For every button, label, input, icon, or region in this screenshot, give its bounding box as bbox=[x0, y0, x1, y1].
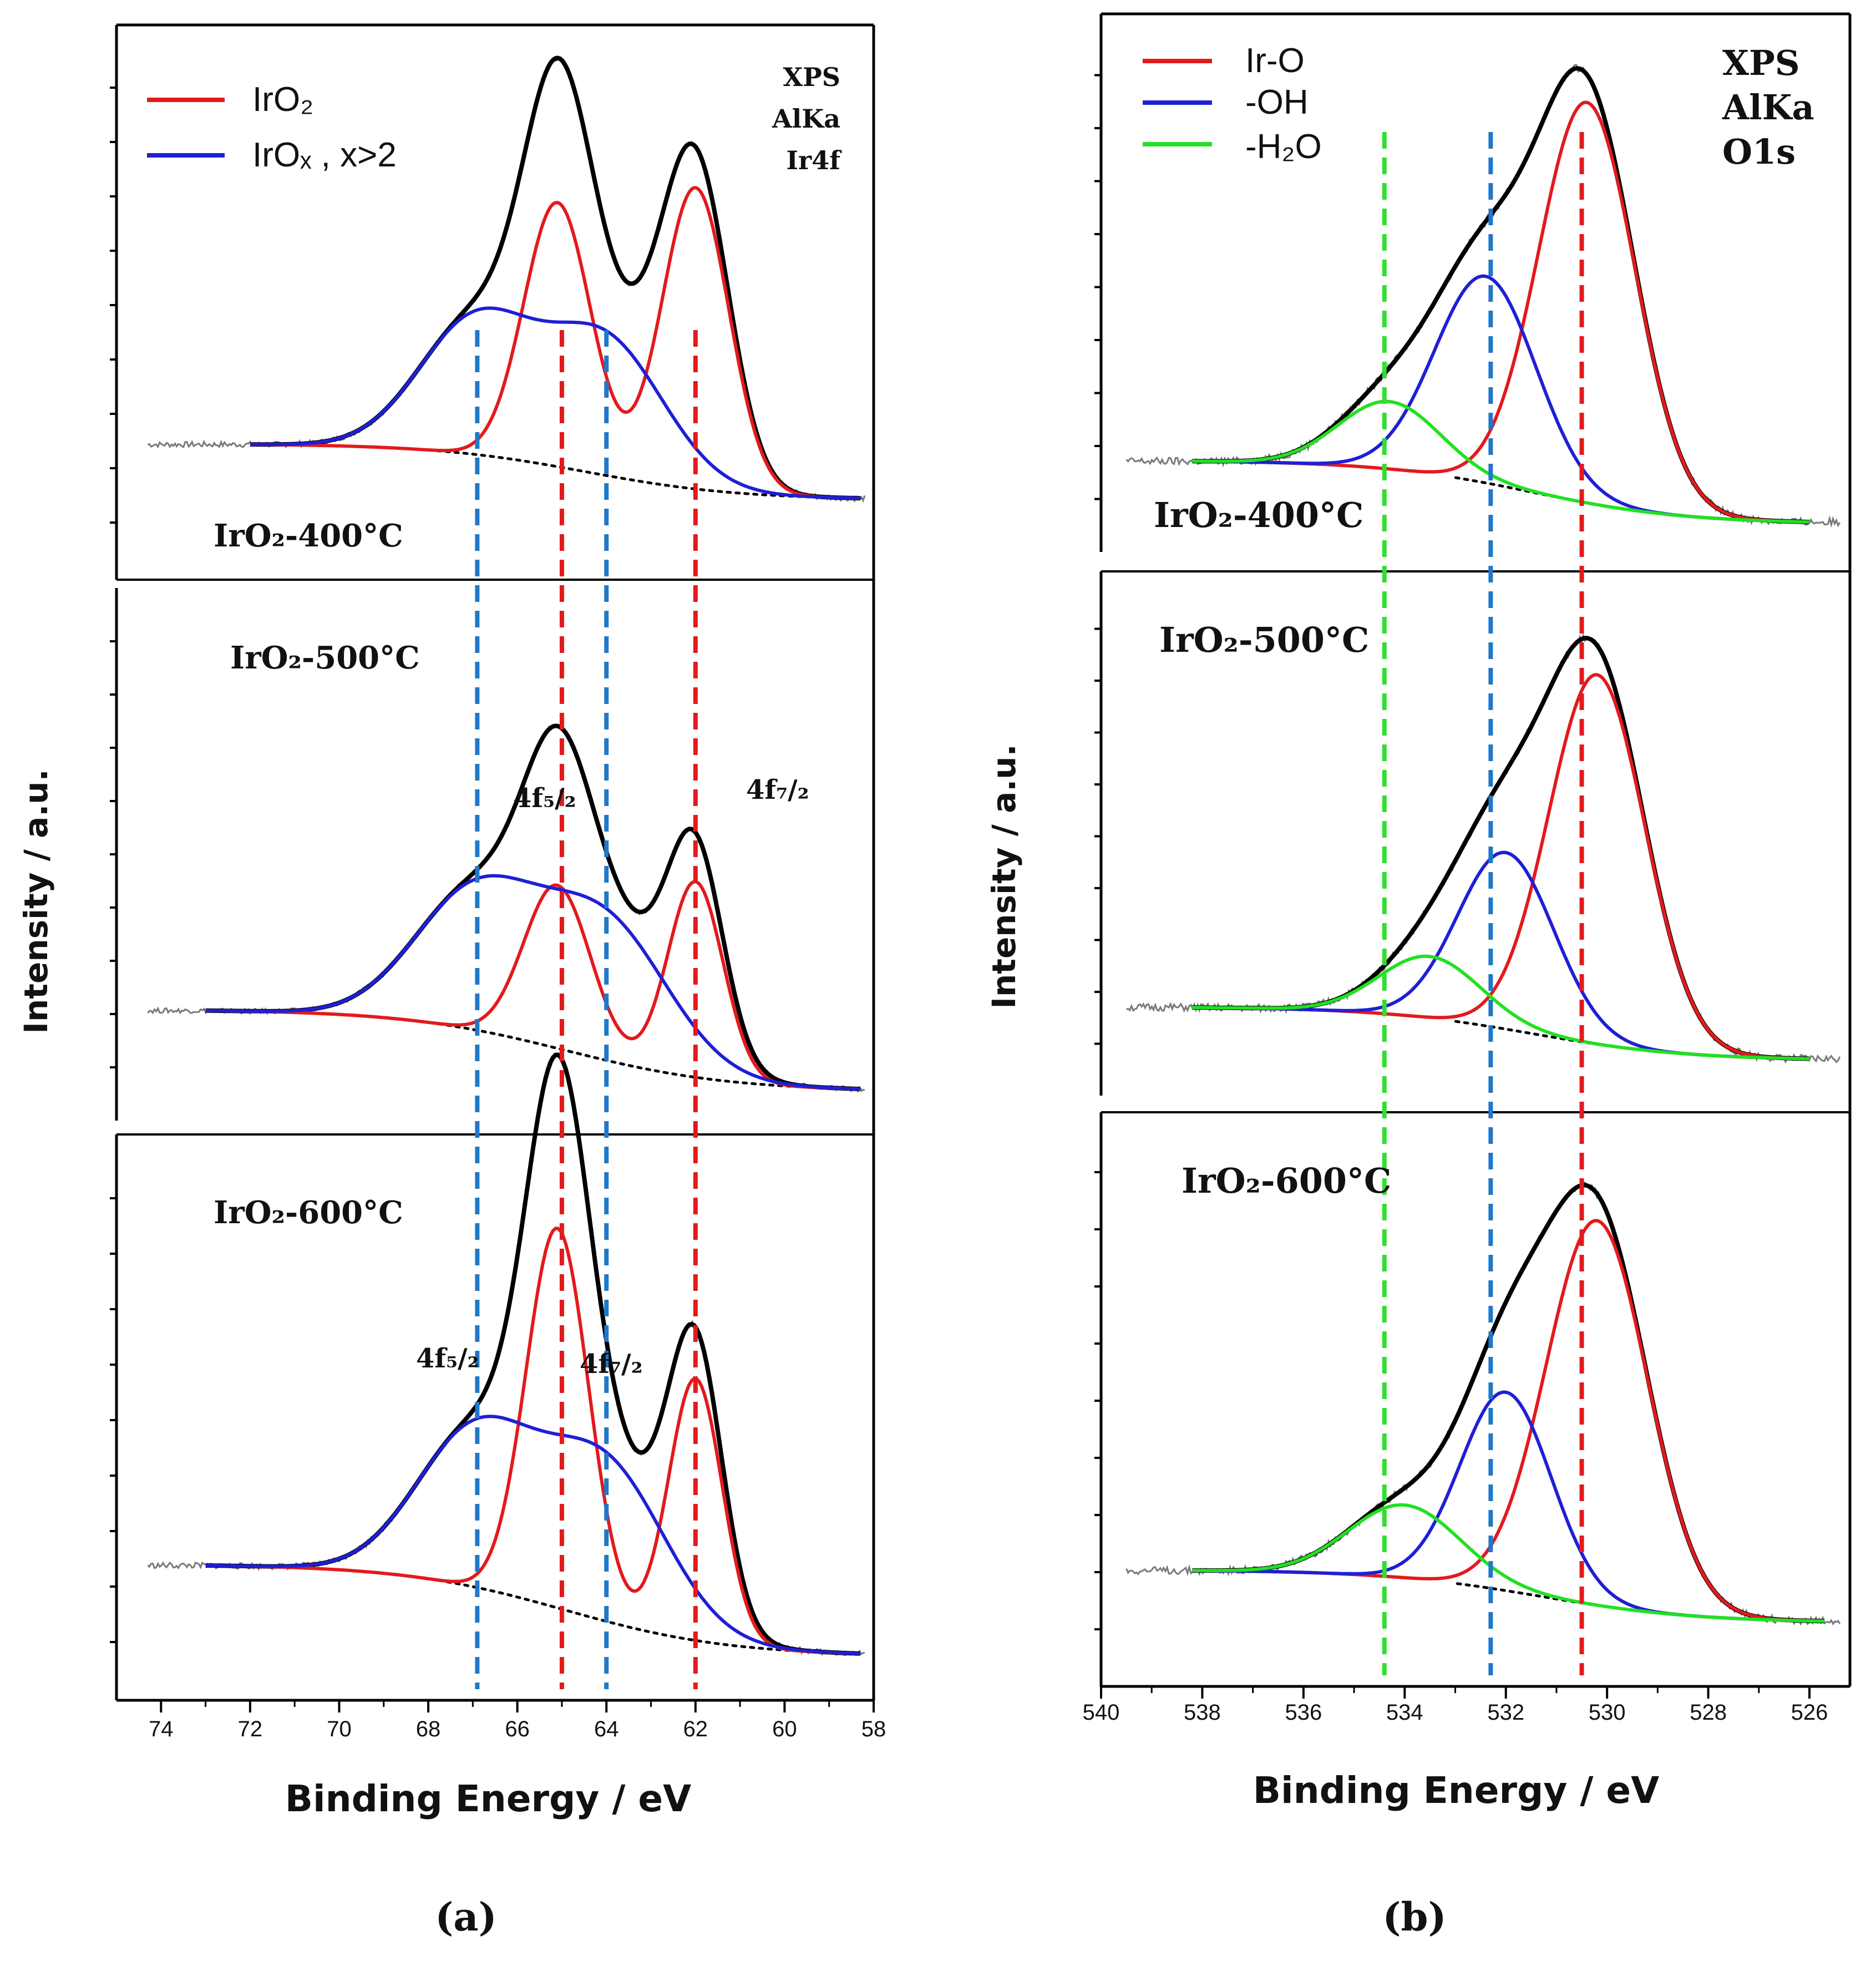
subpanel-b2-label: IrO₂-500°C bbox=[1159, 620, 1369, 660]
legend-irOx-label: IrOₓ , x>2 bbox=[252, 136, 397, 174]
raw-data-line bbox=[1126, 632, 1841, 1064]
envelope-line bbox=[1192, 1183, 1825, 1624]
background-line bbox=[428, 1021, 862, 1091]
panel-b-xlabel: Binding Energy / eV bbox=[1253, 1769, 1660, 1812]
subpanel-a1-label: IrO₂-400°C bbox=[214, 518, 403, 554]
xtick-label: 532 bbox=[1487, 1700, 1524, 1725]
info-region-b: O1s bbox=[1722, 131, 1796, 172]
xtick-label: 526 bbox=[1791, 1700, 1828, 1725]
panel-b-caption: (b) bbox=[1382, 1894, 1446, 1940]
xtick-label: 60 bbox=[772, 1717, 797, 1741]
envelope-line bbox=[1192, 636, 1810, 1061]
xtick-label: 536 bbox=[1285, 1700, 1322, 1725]
peak-label-a2-5-2: 4f₅/₂ bbox=[513, 783, 576, 814]
panel-a-xlabel: Binding Energy / eV bbox=[285, 1777, 692, 1820]
envelope-line bbox=[205, 1052, 861, 1656]
peak-label-a2-7-2: 4f₇/₂ bbox=[746, 774, 809, 805]
xtick-label: 66 bbox=[505, 1717, 530, 1741]
component-line bbox=[205, 874, 860, 1091]
panel-b-info: XPS AlKa O1s bbox=[1722, 43, 1814, 172]
panel-a-reference-lines bbox=[475, 330, 698, 1689]
envelope-line bbox=[250, 55, 860, 501]
subpanel-a3-label: IrO₂-600°C bbox=[214, 1194, 403, 1231]
component-line bbox=[1192, 1503, 1825, 1623]
panel-b-legend: Ir-O -OH -H₂O bbox=[1143, 42, 1322, 166]
xtick-label: 530 bbox=[1589, 1700, 1626, 1725]
component-line bbox=[250, 306, 860, 500]
panel-b-curves bbox=[1125, 64, 1841, 1626]
panel-a-curves bbox=[147, 55, 866, 1656]
info-xps-b: XPS bbox=[1722, 43, 1800, 83]
info-xps: XPS bbox=[783, 62, 841, 92]
panel-a-frames bbox=[115, 23, 875, 1702]
peak-label-a3-7-2: 4f₇/₂ bbox=[580, 1349, 643, 1380]
xtick-label: 64 bbox=[594, 1717, 619, 1741]
component-line bbox=[250, 186, 860, 500]
panel-b-yticks bbox=[1094, 74, 1101, 1630]
legend-oh-label: -OH bbox=[1245, 83, 1309, 121]
panel-b-ylabel: Intensity / a.u. bbox=[985, 744, 1023, 1009]
panel-a-xticks: 74 72 70 68 66 64 62 60 58 bbox=[149, 1700, 886, 1741]
panel-b-reference-lines bbox=[1382, 132, 1584, 1675]
xtick-label: 62 bbox=[683, 1717, 708, 1741]
panel-b-xticks: 540 538 536 534 532 530 528 526 bbox=[1083, 1686, 1828, 1725]
legend-irO2-label: IrO₂ bbox=[252, 80, 313, 119]
subpanel-b3-label: IrO₂-600°C bbox=[1182, 1161, 1391, 1201]
info-source-b: AlKa bbox=[1722, 87, 1814, 128]
component-line bbox=[205, 1415, 861, 1655]
component-line bbox=[205, 880, 860, 1091]
xtick-label: 68 bbox=[416, 1717, 441, 1741]
background-line bbox=[428, 1577, 862, 1655]
component-line bbox=[1192, 954, 1809, 1061]
legend-h2o-label: -H₂O bbox=[1245, 128, 1322, 166]
panel-b: Intensity / a.u. Binding Energy / eV (b)… bbox=[985, 12, 1852, 1940]
xtick-label: 58 bbox=[861, 1717, 886, 1741]
panel-a-info: XPS AlKa Ir4f bbox=[772, 62, 842, 175]
subpanel-b1-label: IrO₂-400°C bbox=[1154, 495, 1363, 535]
xtick-label: 74 bbox=[149, 1717, 174, 1741]
component-line bbox=[1192, 673, 1810, 1061]
panel-b-frames bbox=[1099, 12, 1852, 1688]
subpanel-a2-label: IrO₂-500°C bbox=[230, 640, 420, 676]
panel-a: Intensity / a.u. Binding Energy / eV (a)… bbox=[17, 23, 886, 1940]
panel-a-legend: IrO₂ IrOₓ , x>2 bbox=[147, 80, 397, 174]
xtick-label: 70 bbox=[327, 1717, 352, 1741]
info-region: Ir4f bbox=[786, 145, 842, 175]
xtick-label: 540 bbox=[1083, 1700, 1120, 1725]
info-source: AlKa bbox=[772, 104, 840, 134]
xtick-label: 538 bbox=[1184, 1700, 1221, 1725]
background-line bbox=[1454, 1020, 1811, 1061]
panel-a-yticks bbox=[110, 87, 116, 1643]
background-line bbox=[1456, 1582, 1826, 1623]
xtick-label: 534 bbox=[1386, 1700, 1423, 1725]
panel-a-ylabel: Intensity / a.u. bbox=[17, 769, 55, 1033]
component-line bbox=[205, 1227, 860, 1655]
peak-label-a3-5-2: 4f₅/₂ bbox=[416, 1343, 479, 1374]
component-line bbox=[1192, 399, 1810, 524]
xtick-label: 72 bbox=[238, 1717, 263, 1741]
xtick-label: 528 bbox=[1690, 1700, 1727, 1725]
panel-a-caption: (a) bbox=[435, 1894, 497, 1940]
legend-ir-o-label: Ir-O bbox=[1245, 42, 1305, 80]
